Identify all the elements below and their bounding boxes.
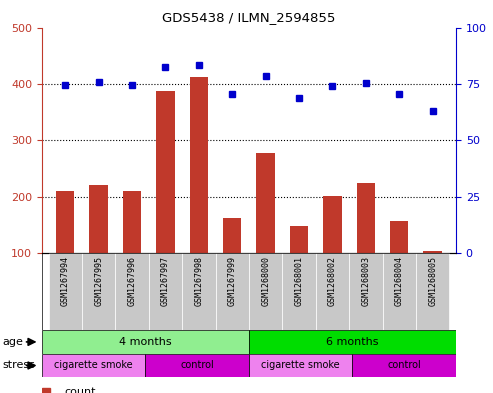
Text: count: count [65,387,96,393]
Bar [90,185,108,253]
Bar [42,330,249,354]
Text: GSM1267996: GSM1267996 [128,256,137,306]
Bar [416,253,449,330]
Text: control: control [180,360,214,371]
Title: GDS5438 / ILMN_2594855: GDS5438 / ILMN_2594855 [162,11,336,24]
Bar [323,196,342,253]
Text: GSM1268002: GSM1268002 [328,256,337,306]
Bar [82,253,115,330]
Text: cigarette smoke: cigarette smoke [261,360,340,371]
Bar [423,251,442,253]
Bar [42,354,145,377]
Bar [356,183,375,253]
Bar [249,354,352,377]
Text: GSM1268004: GSM1268004 [395,256,404,306]
Text: GSM1267999: GSM1267999 [228,256,237,306]
Text: GSM1268005: GSM1268005 [428,256,437,306]
Text: 6 months: 6 months [326,337,379,347]
Bar [123,191,141,253]
Text: stress: stress [2,360,35,371]
Bar [145,354,249,377]
Text: control: control [387,360,421,371]
Bar [249,253,282,330]
Bar [215,253,249,330]
Text: GSM1267998: GSM1267998 [194,256,204,306]
Bar [182,253,215,330]
Bar [56,191,74,253]
Bar [282,253,316,330]
Text: GSM1268000: GSM1268000 [261,256,270,306]
Text: GSM1268003: GSM1268003 [361,256,370,306]
Bar [223,218,242,253]
Bar [383,253,416,330]
Text: 4 months: 4 months [119,337,172,347]
Bar [349,253,383,330]
Text: GSM1267997: GSM1267997 [161,256,170,306]
Bar [190,77,208,253]
Bar [149,253,182,330]
Text: GSM1267994: GSM1267994 [61,256,70,306]
Text: cigarette smoke: cigarette smoke [54,360,133,371]
Bar [249,330,456,354]
Text: GSM1267995: GSM1267995 [94,256,103,306]
Text: age: age [2,337,23,347]
Bar [290,226,308,253]
Text: GSM1268001: GSM1268001 [294,256,304,306]
Bar [115,253,149,330]
Bar [352,354,456,377]
Bar [256,153,275,253]
Bar [156,91,175,253]
Bar [49,253,82,330]
Bar [316,253,349,330]
Bar [390,221,408,253]
